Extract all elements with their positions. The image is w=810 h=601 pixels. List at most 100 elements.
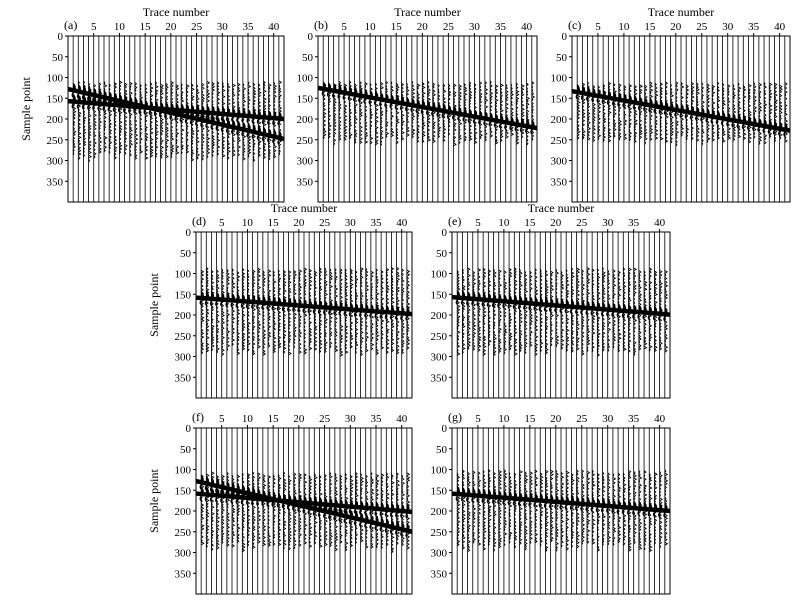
event-wiggle-35	[498, 114, 504, 129]
x-tick-label: 25	[191, 21, 203, 33]
event-wiggle-16	[399, 95, 405, 111]
noise-wiggle-15	[529, 471, 534, 544]
x-tick-label: 20	[293, 413, 305, 425]
event-wiggle-13	[261, 491, 266, 507]
event-wiggle-8	[235, 293, 240, 309]
noise-wiggle-18	[545, 269, 549, 355]
event-wiggle-3	[332, 83, 337, 99]
event-wiggle-13	[384, 92, 389, 108]
noise-wiggle-36	[252, 82, 257, 163]
event-wiggle-34	[369, 501, 374, 516]
event-wiggle-3	[586, 86, 591, 102]
event-wiggle-26	[328, 300, 333, 316]
event-wiggle-28	[338, 507, 343, 523]
x-axis: 5 10 15 20 25 30 35 40	[219, 217, 408, 232]
event-wiggle-30	[220, 117, 225, 133]
y-tick-label: 350	[47, 176, 64, 188]
event-wiggle-40	[272, 110, 277, 126]
noise-wiggle-8	[493, 471, 498, 552]
event-wiggle-30	[348, 499, 353, 514]
event-wiggle-36	[379, 501, 384, 517]
event-wiggle-33	[621, 303, 627, 319]
x-axis-title: Trace number	[528, 201, 595, 215]
x-tick-label: 35	[371, 413, 383, 425]
y-tick-label: 300	[175, 352, 192, 364]
event-wiggle-4	[471, 291, 476, 307]
event-wiggle-35	[632, 304, 637, 320]
noise-wiggle-13	[134, 82, 139, 160]
event-wiggle-22	[431, 101, 436, 117]
event-wiggle-31	[353, 302, 359, 318]
event-wiggle-29	[343, 301, 348, 317]
y-tick-label: 0	[442, 423, 448, 435]
panel-label: (a)	[64, 18, 77, 32]
event-wiggle-38	[389, 305, 395, 320]
y-axis: 0 50 100 150 200 250 300 350	[551, 31, 572, 188]
noise-wiggle-12	[257, 472, 262, 544]
event-wiggle-38	[389, 502, 395, 518]
event-wiggle-21	[559, 494, 564, 510]
panel-d: 5 10 15 20 25 30 35 40 0 50 100 150 200 250 300 350 (d) T…	[147, 201, 413, 399]
event-wiggle-21	[302, 495, 307, 511]
event-wiggle-1	[199, 486, 204, 502]
event-wiggle-34	[626, 303, 632, 319]
event-wiggle-28	[595, 301, 601, 317]
event-wiggle-11	[507, 294, 512, 310]
y-axis: 0 50 100 150 200 250 300 350	[175, 227, 196, 384]
event-wiggle-31	[611, 499, 616, 514]
x-tick-label: 30	[217, 21, 229, 33]
event-wiggle-39	[519, 117, 525, 133]
event-wiggle-7	[230, 292, 235, 308]
event-wiggle-34	[493, 113, 499, 128]
event-wiggle-15	[528, 492, 533, 508]
x-axis: 5 10 15 20 25 30 35 40	[341, 21, 533, 36]
noise-wiggle-18	[665, 81, 669, 143]
x-tick-label: 15	[391, 21, 403, 33]
noise-wiggles	[322, 80, 536, 147]
event-wiggle-33	[236, 120, 241, 136]
event-wiggle-7	[102, 96, 107, 112]
event-wiggle-13	[517, 295, 523, 310]
noise-wiggle-5	[477, 268, 482, 352]
event-wiggle-1	[455, 486, 460, 502]
y-tick-label: 150	[47, 93, 64, 105]
x-tick-label: 35	[748, 21, 760, 33]
x-tick-label: 15	[268, 413, 280, 425]
event-wiggle-24	[317, 299, 323, 315]
x-axis-title: Trace number	[394, 5, 461, 19]
event-wiggle-23	[436, 102, 441, 118]
x-tick-label: 25	[443, 21, 455, 33]
noise-wiggle-19	[293, 472, 298, 550]
x-tick-label: 5	[219, 217, 225, 229]
panel-a: 5 10 15 20 25 30 35 40 0 50 100 150 200 250 300 350 (a) T…	[19, 5, 285, 203]
x-tick-label: 10	[242, 217, 254, 229]
x-tick-label: 15	[524, 413, 536, 425]
y-tick-label: 100	[431, 269, 448, 281]
event-wiggle-25	[195, 111, 200, 127]
event-wiggle-2	[460, 290, 466, 306]
y-tick-label: 50	[52, 52, 64, 64]
x-tick-label: 25	[696, 21, 708, 33]
event-wiggle-6	[481, 488, 486, 504]
y-tick-label: 0	[186, 423, 192, 435]
noise-wiggle-13	[262, 270, 267, 356]
y-axis: 0 50 100 150 200 250 300 350	[297, 31, 318, 188]
event-wiggle-26	[200, 104, 205, 120]
x-tick-label: 40	[396, 217, 408, 229]
event-wiggle-17	[538, 296, 543, 312]
event-wiggle-29	[600, 301, 606, 317]
event-wiggle-14	[523, 492, 528, 507]
x-tick-label: 15	[140, 21, 152, 33]
event-wiggle-15	[648, 97, 653, 113]
event-wiggle-2	[76, 84, 81, 99]
event-wiggle-31	[225, 118, 231, 134]
y-tick-label: 50	[180, 248, 192, 260]
event-wiggle-20	[297, 494, 302, 510]
event-wiggle-1	[575, 84, 580, 100]
event-wiggle-36	[251, 109, 256, 124]
event-wiggle-7	[230, 489, 235, 504]
event-wiggle-19	[164, 101, 169, 117]
x-tick-label: 10	[242, 413, 254, 425]
event-wiggle-15	[143, 100, 148, 115]
x-tick-label: 25	[319, 413, 331, 425]
